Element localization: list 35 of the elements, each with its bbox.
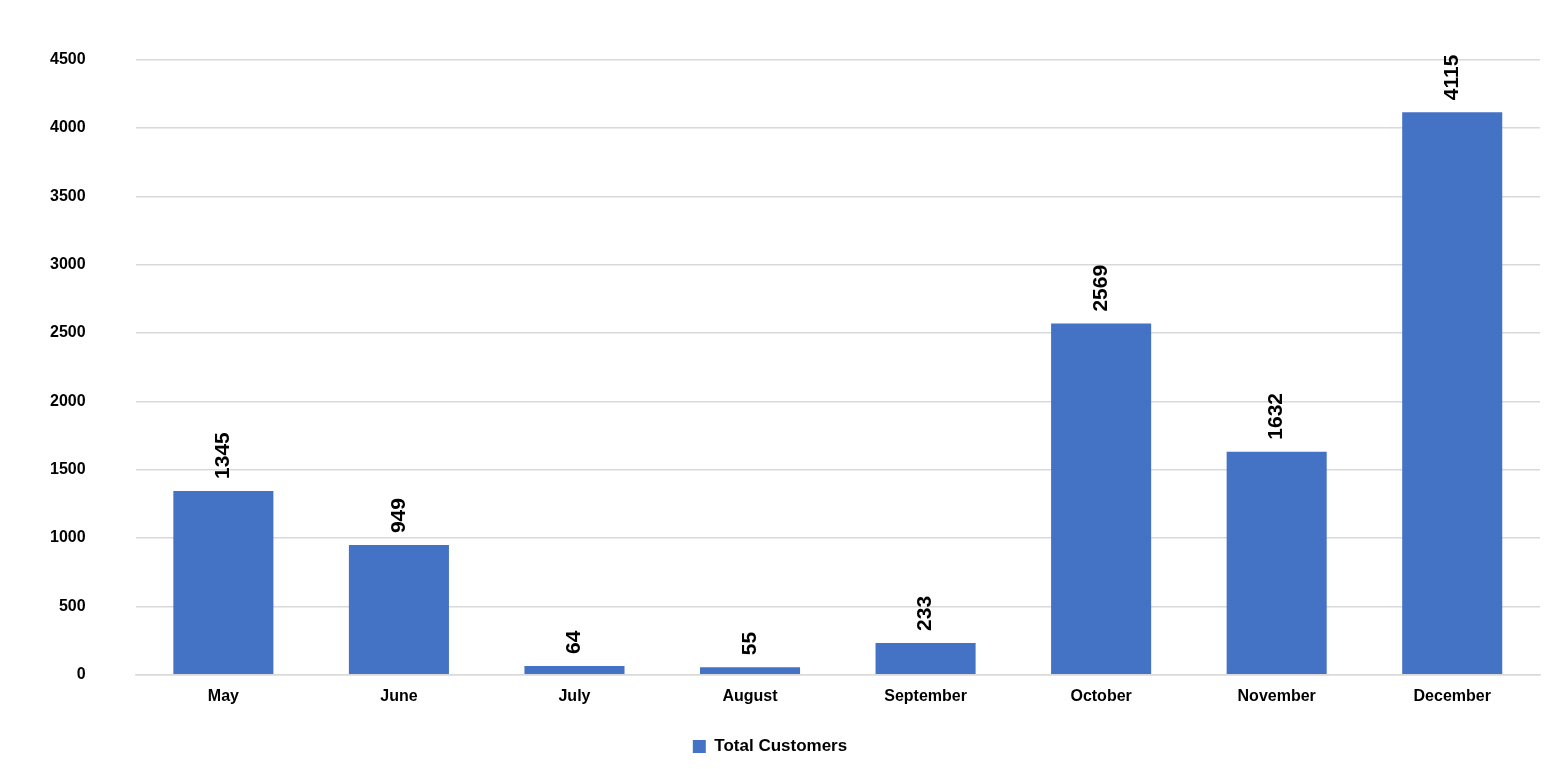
- x-tick-label: May: [207, 686, 240, 704]
- y-tick-label: 2500: [50, 323, 86, 341]
- data-label: 1632: [1263, 392, 1287, 440]
- x-tick-label: November: [1237, 686, 1316, 704]
- bar: [348, 545, 449, 675]
- bar: [173, 490, 274, 675]
- legend-label: Total Customers: [714, 736, 848, 756]
- x-tick-label: July: [558, 686, 591, 704]
- bar: [875, 642, 976, 675]
- y-tick-label: 0: [76, 665, 86, 683]
- data-label: 55: [736, 631, 760, 656]
- y-tick-label: 3500: [50, 186, 86, 204]
- data-label: 2569: [1087, 264, 1111, 312]
- data-label: 1345: [210, 431, 234, 479]
- y-tick-label: 3000: [50, 255, 86, 273]
- data-label: 233: [912, 595, 936, 631]
- x-tick-label: December: [1413, 686, 1491, 704]
- y-tick-label: 500: [58, 596, 86, 614]
- data-label: 949: [385, 498, 409, 534]
- y-tick-label: 1500: [50, 460, 86, 478]
- y-tick-label: 4500: [50, 50, 86, 68]
- y-tick-label: 1000: [50, 528, 86, 546]
- bar: [524, 666, 625, 675]
- data-label: 4115: [1439, 54, 1463, 101]
- y-tick-label: 2000: [50, 391, 86, 409]
- bar: [1051, 323, 1152, 675]
- x-tick-label: October: [1070, 686, 1132, 704]
- x-tick-label: September: [884, 686, 967, 704]
- bar: [699, 667, 801, 675]
- bar: [1402, 112, 1503, 675]
- x-tick-label: August: [722, 686, 779, 704]
- x-tick-label: June: [380, 686, 418, 704]
- bar: [1226, 451, 1327, 675]
- y-tick-label: 4000: [50, 118, 86, 136]
- data-label: 64: [561, 630, 585, 655]
